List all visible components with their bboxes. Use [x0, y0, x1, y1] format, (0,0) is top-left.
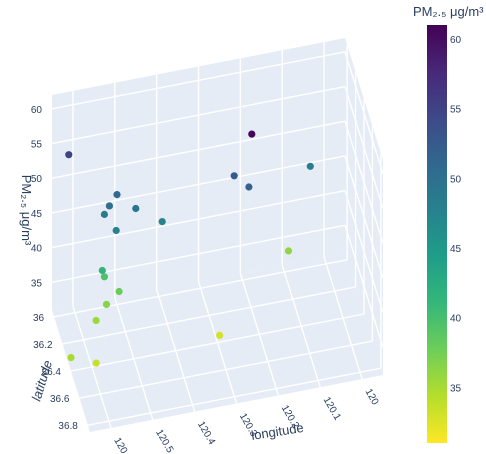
x-tick-label: 120.1	[321, 395, 343, 423]
z-tick-label: 60	[31, 105, 43, 116]
data-points	[65, 130, 314, 367]
gridline-y	[87, 367, 382, 426]
gridline-z	[344, 51, 384, 175]
data-point[interactable]	[248, 130, 256, 138]
colorbar-title: PM₂.₅ μg/m³	[413, 4, 484, 19]
data-point[interactable]	[284, 247, 293, 255]
data-point[interactable]	[92, 359, 100, 367]
gridline-z	[51, 51, 346, 110]
gridline-y	[62, 286, 356, 345]
z-tick-label: 40	[31, 244, 43, 255]
y-tick-label: 36.2	[33, 340, 53, 351]
gridline-z	[344, 225, 384, 348]
gridline-z	[51, 155, 346, 214]
data-point[interactable]	[230, 172, 238, 180]
z-tick-label: 55	[31, 140, 43, 151]
z-tick-label: 35	[31, 278, 43, 289]
gridline-y	[79, 340, 373, 399]
colorbar-tick-label: 40	[450, 314, 462, 325]
x-tick-label: 120.4	[195, 420, 217, 448]
x-tick-label: 120.5	[153, 428, 175, 454]
gridline-z	[344, 121, 384, 244]
gridline-y	[70, 313, 365, 372]
data-point[interactable]	[98, 266, 106, 275]
gridline-z	[51, 189, 346, 249]
data-point[interactable]	[65, 151, 73, 159]
gridline-z	[51, 85, 346, 145]
data-point[interactable]	[158, 218, 166, 226]
x-tick-label: 120.6	[111, 436, 133, 454]
grid-lines	[51, 42, 384, 429]
data-point[interactable]	[100, 273, 108, 281]
gridline-z	[344, 155, 384, 279]
y-tick-label: 36.6	[50, 394, 70, 405]
colorbar: 35 40 45 50 55 60 PM₂.₅ μg/m³	[413, 4, 484, 443]
y-tick-label: 36.4	[42, 367, 62, 378]
data-point[interactable]	[67, 354, 75, 362]
gridline-z	[344, 86, 384, 209]
data-point[interactable]	[92, 316, 100, 325]
axis-panels	[52, 38, 383, 432]
data-point[interactable]	[216, 331, 224, 339]
colorbar-tick-label: 35	[450, 383, 462, 394]
data-point[interactable]	[102, 300, 111, 308]
x-axis-title: longitude	[250, 420, 304, 443]
colorbar-tick-label: 45	[450, 244, 462, 255]
gridline-z	[344, 190, 384, 313]
colorbar-gradient	[427, 25, 447, 443]
y-tick-label: 36.8	[58, 421, 78, 432]
gridline-z	[51, 120, 346, 179]
y-tick-label: 36	[33, 313, 45, 324]
z-axis-title: PM₂.₅ μg/m³	[19, 175, 34, 246]
z-tick-label: 45	[31, 209, 43, 220]
z-tick-label: 50	[31, 174, 43, 185]
data-point[interactable]	[100, 210, 108, 218]
data-point[interactable]	[132, 204, 140, 213]
colorbar-tick-label: 60	[450, 35, 462, 46]
data-point[interactable]	[113, 191, 121, 199]
x-tick-label: 120	[362, 387, 380, 407]
gridline-y	[53, 259, 348, 318]
data-point[interactable]	[306, 162, 314, 170]
data-point[interactable]	[115, 287, 123, 296]
data-point[interactable]	[105, 202, 113, 210]
data-point[interactable]	[112, 226, 120, 235]
data-point[interactable]	[245, 183, 253, 191]
colorbar-tick-label: 50	[450, 174, 462, 185]
colorbar-tick-label: 55	[450, 105, 462, 116]
